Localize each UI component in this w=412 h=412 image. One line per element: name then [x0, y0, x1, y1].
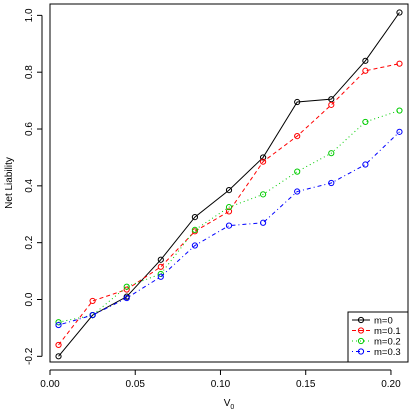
data-point: [294, 168, 301, 175]
data-point: [55, 353, 62, 360]
x-tick-label: 0.05: [126, 379, 146, 390]
legend-point-swatch: [357, 337, 365, 345]
data-point: [123, 286, 130, 293]
data-point: [55, 321, 62, 329]
data-point: [123, 294, 130, 302]
y-tick-label: 0.6: [24, 122, 35, 136]
data-point: [89, 297, 96, 305]
series-line: [58, 131, 400, 326]
y-axis-title: Net Liability: [4, 157, 15, 209]
data-point: [225, 208, 233, 215]
data-point: [259, 158, 267, 165]
data-point: [225, 187, 233, 194]
series-line: [58, 12, 400, 357]
data-point: [259, 219, 267, 226]
data-point: [294, 188, 301, 195]
data-point: [362, 67, 369, 74]
axes: 0.00 0.05 0.10 0.15 0.20 -0.2 0.0 0.2 0.4 0.6 0.8 1…: [4, 3, 409, 411]
data-point: [123, 283, 130, 290]
series-m-0-3: [55, 128, 403, 329]
legend-label: m=0.3: [374, 347, 401, 358]
x-tick-label: 0.20: [381, 379, 401, 390]
legend-point-swatch: [357, 327, 365, 334]
data-point: [157, 273, 164, 280]
x-tick-label: 0.10: [211, 379, 231, 390]
y-tick-label: 0.0: [24, 292, 35, 306]
y-tick-label: 0.8: [24, 65, 35, 79]
legend: m=0m=0.1m=0.2m=0.3: [347, 311, 409, 363]
series-line: [58, 110, 400, 323]
plot-area: [55, 9, 403, 360]
data-point: [396, 107, 403, 114]
legend-entry: m=0.2: [352, 336, 401, 347]
x-axis-title: V0: [224, 398, 235, 411]
legend-label: m=0.2: [374, 336, 401, 347]
legend-entry: m=0.3: [352, 347, 401, 358]
data-point: [191, 213, 199, 221]
x-axis-title-subscript: 0: [230, 404, 234, 411]
legend-label: m=0.1: [374, 326, 401, 337]
legend-point-swatch: [357, 316, 365, 324]
data-point: [259, 191, 267, 198]
y-tick-label: -0.2: [24, 347, 35, 365]
data-point: [225, 204, 233, 211]
legend-entry: m=0.1: [352, 326, 401, 337]
data-point: [157, 256, 164, 263]
data-point: [396, 60, 403, 67]
x-tick-label: 0.15: [296, 379, 316, 390]
data-point: [225, 222, 233, 229]
y-tick-label: 0.2: [24, 235, 35, 249]
data-point: [362, 57, 369, 64]
data-point: [328, 179, 335, 187]
data-point: [362, 118, 369, 126]
legend-entry: m=0: [352, 315, 393, 326]
y-tick-label: 1.0: [24, 8, 35, 22]
plot-frame: [49, 3, 409, 363]
data-point: [157, 263, 164, 270]
data-point: [328, 150, 335, 157]
series-line: [58, 63, 400, 346]
data-point: [191, 226, 199, 233]
data-point: [362, 161, 369, 168]
x-tick-label: 0.00: [40, 379, 60, 390]
data-point: [328, 101, 335, 108]
data-point: [191, 242, 199, 249]
series-m-0-1: [55, 60, 403, 349]
data-point: [55, 341, 62, 349]
legend-label: m=0: [374, 315, 393, 326]
series-m-0-2: [55, 107, 403, 326]
data-point: [396, 128, 403, 135]
legend-point-swatch: [357, 348, 365, 355]
data-point: [294, 98, 301, 106]
data-point: [259, 154, 267, 161]
data-point: [396, 9, 403, 16]
y-tick-label: 0.4: [24, 178, 35, 192]
data-point: [294, 133, 301, 140]
data-point: [89, 312, 96, 319]
series-m-0: [55, 9, 403, 360]
